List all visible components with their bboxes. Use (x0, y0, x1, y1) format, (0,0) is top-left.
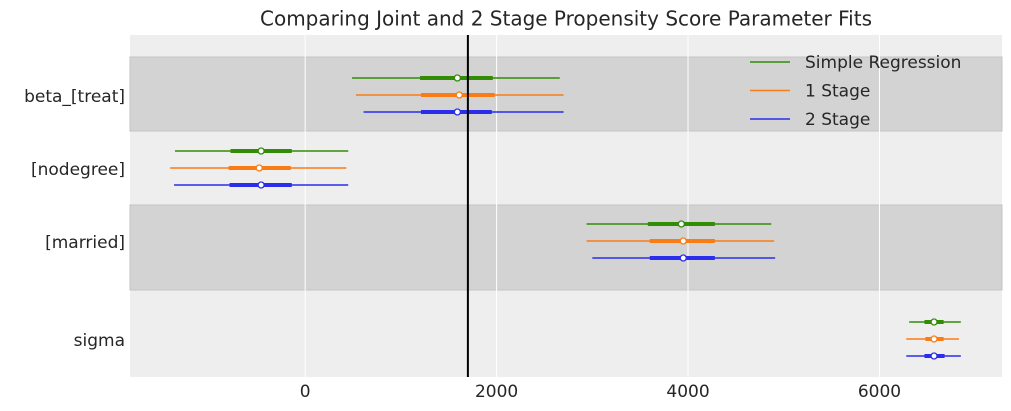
point-estimate (257, 181, 265, 189)
point-estimate (679, 237, 687, 245)
point-estimate (930, 352, 938, 360)
point-estimate (679, 254, 687, 262)
y-tick-label: [married] (45, 233, 125, 253)
y-tick-label: sigma (74, 331, 125, 351)
point-estimate (453, 74, 462, 82)
x-tick-label: 0 (300, 382, 311, 402)
x-tick-label: 2000 (475, 382, 518, 402)
point-estimate (455, 91, 463, 99)
point-estimate (930, 335, 938, 343)
point-estimate (453, 108, 462, 116)
point-estimate (255, 164, 263, 172)
legend-label: Simple Regression (805, 53, 961, 73)
point-estimate (677, 220, 685, 228)
x-tick-label: 4000 (666, 382, 709, 402)
legend-label: 2 Stage (805, 110, 870, 130)
legend-label: 1 Stage (805, 82, 870, 102)
chart-title: Comparing Joint and 2 Stage Propensity S… (260, 7, 872, 31)
x-tick-label: 6000 (858, 382, 901, 402)
y-tick-label: [nodegree] (31, 160, 125, 180)
point-estimate (257, 147, 265, 155)
row-band (129, 204, 1003, 291)
point-estimate (930, 318, 938, 326)
row-band (129, 56, 1003, 132)
y-tick-label: beta_[treat] (24, 87, 125, 107)
